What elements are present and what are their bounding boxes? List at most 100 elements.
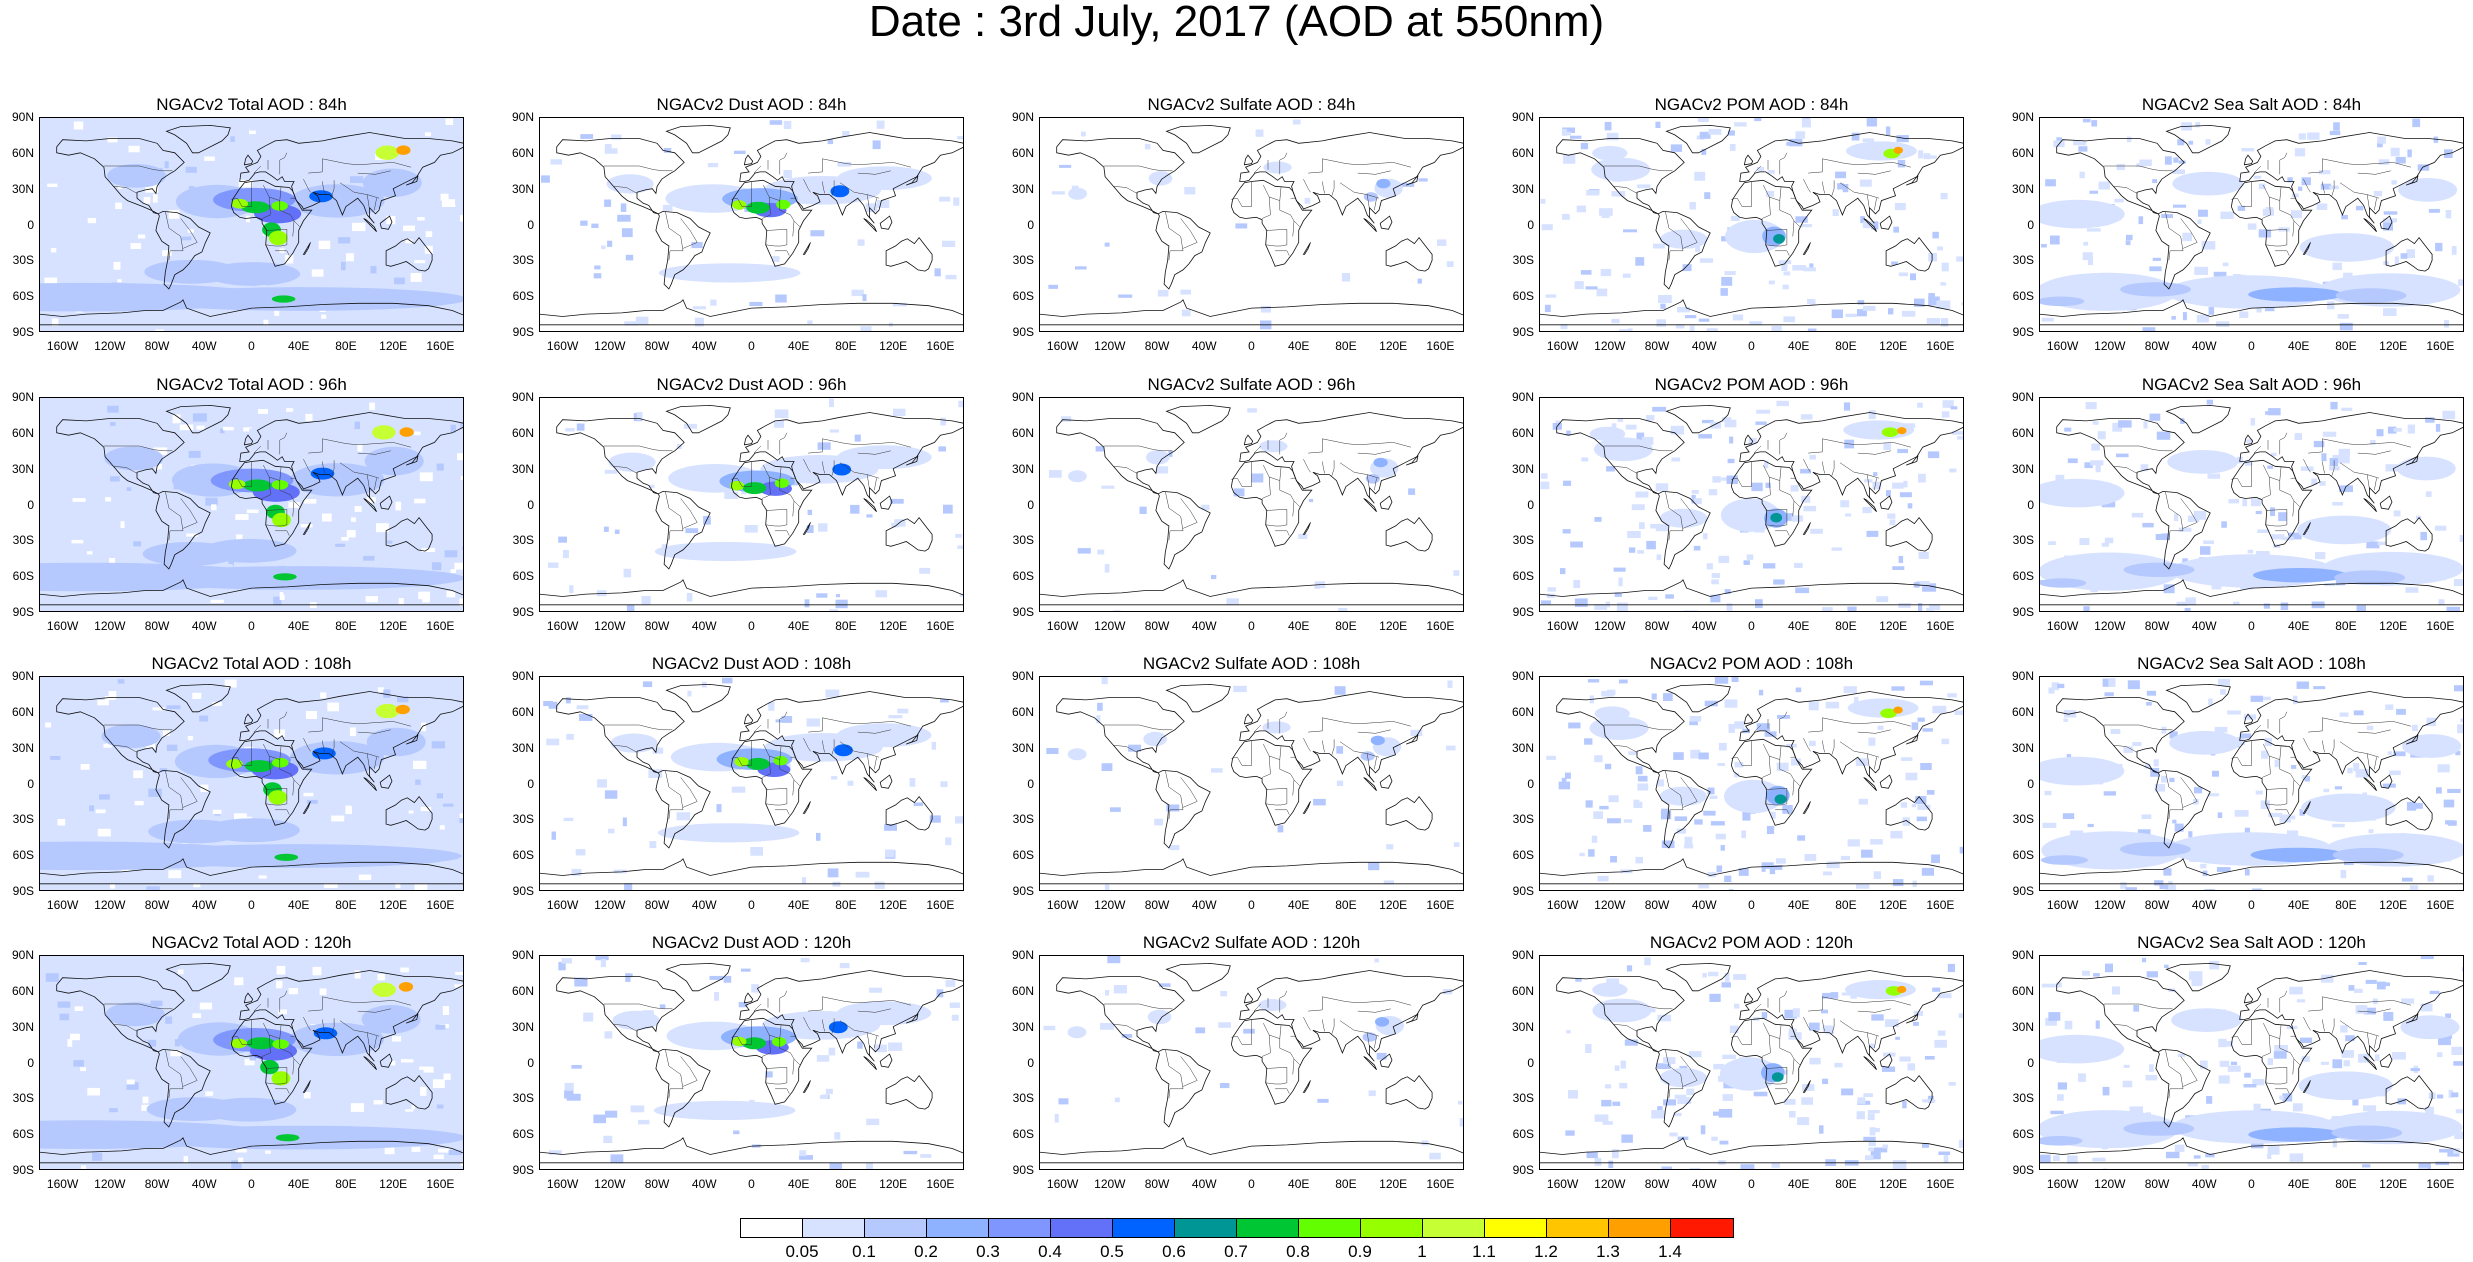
colorbar-tick-label: 1 [1402,1242,1442,1262]
aod-hotspot [1894,147,1903,154]
colorbar-swatch [1609,1219,1671,1237]
world-map [39,117,464,332]
aod-hotspot [206,262,300,286]
lon-tick-label: 0 [1230,619,1274,633]
lat-tick-label: 90N [1006,110,1034,124]
lat-tick-label: 0 [6,1056,34,1070]
aod-hotspot [2298,1071,2392,1100]
aod-hotspot [1882,427,1899,437]
colorbar-swatch [1423,1219,1485,1237]
lon-tick-label: 80W [2135,619,2179,633]
lat-tick-label: 30N [2006,741,2034,755]
lat-tick-label: 30N [1506,741,1534,755]
lat-tick-label: 0 [1006,1056,1034,1070]
lon-tick-label: 0 [230,898,274,912]
lon-tick-label: 80W [1635,898,1679,912]
panel-title: NGACv2 Total AOD : 108h [39,654,464,674]
lat-tick-label: 90S [2006,605,2034,619]
lon-tick-label: 160W [1041,898,1085,912]
lat-tick-label: 30S [1006,812,1034,826]
lat-tick-label: 0 [1506,498,1534,512]
aod-hotspot [1591,158,1650,182]
aod-hotspot [106,1002,165,1026]
lat-tick-label: 90N [1506,948,1534,962]
lon-tick-label: 80E [824,898,868,912]
aod-hotspot [396,145,410,155]
lon-tick-label: 120E [371,339,415,353]
lat-tick-label: 60N [2006,705,2034,719]
lon-tick-label: 80W [135,898,179,912]
lon-tick-label: 120E [371,898,415,912]
panel-title: NGACv2 Total AOD : 96h [39,375,464,395]
aod-hotspot [776,200,790,210]
lon-tick-label: 0 [1730,1177,1774,1191]
aod-hotspot [245,760,273,772]
aod-hotspot [1068,1026,1087,1038]
lat-tick-label: 60S [2006,569,2034,583]
aod-hotspot [107,164,166,188]
lon-tick-label: 40W [1682,339,1726,353]
lat-tick-label: 90S [1506,325,1534,339]
lat-tick-label: 30N [2006,462,2034,476]
lat-tick-label: 90S [506,1163,534,1177]
lon-tick-label: 40E [777,619,821,633]
aod-hotspot [1363,1032,1377,1042]
colorbar-tick-label: 0.9 [1340,1242,1380,1262]
lon-tick-label: 160W [1541,619,1585,633]
lat-tick-label: 30S [1006,533,1034,547]
lon-tick-label: 160E [1918,339,1962,353]
lat-tick-label: 60S [6,289,34,303]
lat-tick-label: 30N [1506,182,1534,196]
lon-tick-label: 160W [541,339,585,353]
aod-hotspot [276,1134,300,1141]
aod-hotspot [1594,437,1653,461]
aod-hotspot [1595,706,1630,720]
aod-hotspot [1660,1068,1707,1087]
world-map [1539,117,1964,332]
lat-tick-label: 90S [1006,605,1034,619]
aod-hotspot [275,854,299,861]
world-map [39,676,464,891]
lon-tick-label: 120E [871,619,915,633]
lon-tick-label: 80E [1324,898,1368,912]
colorbar-swatch [1299,1219,1361,1237]
aod-hotspot [1068,470,1087,482]
lon-tick-label: 80E [1324,1177,1368,1191]
lon-tick-label: 40W [1182,339,1226,353]
lat-tick-label: 30S [506,533,534,547]
lon-tick-label: 80E [824,619,868,633]
lon-tick-label: 80E [324,339,368,353]
lon-tick-label: 0 [2230,1177,2274,1191]
lat-tick-label: 30S [506,1091,534,1105]
world-map [1039,955,1464,1170]
lat-tick-label: 30N [1006,741,1034,755]
lat-tick-label: 0 [1506,1056,1534,1070]
lon-tick-label: 120E [371,1177,415,1191]
lon-tick-label: 160W [2041,898,2085,912]
panel-title: NGACv2 Sulfate AOD : 96h [1039,375,1464,395]
lon-tick-label: 40W [1682,1177,1726,1191]
colorbar-swatch [989,1219,1051,1237]
lon-tick-label: 160E [1918,1177,1962,1191]
lon-tick-label: 0 [1730,898,1774,912]
lon-tick-label: 40E [277,619,321,633]
lon-tick-label: 120E [1871,619,1915,633]
aod-hotspot [2297,516,2391,545]
aod-hotspot [1897,427,1906,434]
colorbar-swatch [803,1219,865,1237]
aod-hotspot [1376,179,1390,189]
lat-tick-label: 30N [6,1020,34,1034]
lon-tick-label: 0 [1730,339,1774,353]
aod-hotspot [1772,1072,1784,1082]
lon-tick-label: 0 [1230,898,1274,912]
lat-tick-label: 90S [1506,884,1534,898]
lon-tick-label: 40W [1682,898,1726,912]
lat-tick-label: 90N [1006,948,1034,962]
lon-tick-label: 80E [2324,1177,2368,1191]
colorbar-swatch [1051,1219,1113,1237]
aod-hotspot [2039,578,2086,588]
aod-hotspot [1371,736,1385,746]
panel-title: NGACv2 Sulfate AOD : 108h [1039,654,1464,674]
lon-tick-label: 160W [541,619,585,633]
aod-hotspot [1259,440,1287,452]
